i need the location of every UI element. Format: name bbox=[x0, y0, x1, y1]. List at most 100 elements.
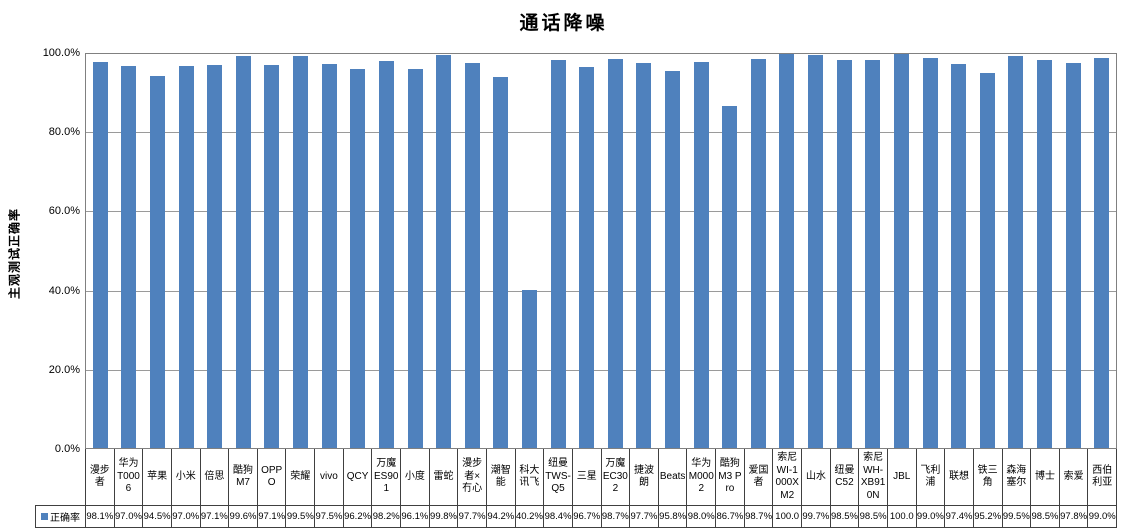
category-label: 纽曼C52 bbox=[831, 449, 860, 505]
plot-area bbox=[85, 53, 1117, 449]
value-cell: 100.0 bbox=[888, 506, 917, 527]
gridline bbox=[86, 132, 1116, 134]
value-cell: 96.1% bbox=[401, 506, 430, 527]
legend-cell: 正确率 bbox=[35, 505, 86, 528]
value-cell: 100.0 bbox=[773, 506, 803, 527]
value-cell: 98.0% bbox=[687, 506, 717, 527]
category-label: 潮智能 bbox=[487, 449, 516, 505]
value-cell: 99.5% bbox=[1003, 506, 1032, 527]
category-label: 科大讯飞 bbox=[516, 449, 545, 505]
bar-博士 bbox=[1036, 59, 1052, 448]
bar-爱国者 bbox=[750, 59, 766, 448]
value-cell: 97.5% bbox=[315, 506, 344, 527]
bar-纽曼TWS-Q5 bbox=[550, 60, 566, 448]
value-cell: 97.4% bbox=[945, 506, 974, 527]
bar-飞利浦 bbox=[922, 57, 938, 448]
value-cell: 98.2% bbox=[372, 506, 402, 527]
bar-山水 bbox=[808, 55, 824, 448]
category-label: 索爱 bbox=[1060, 449, 1089, 505]
value-cell: 97.0% bbox=[172, 506, 201, 527]
value-cell: 94.5% bbox=[143, 506, 172, 527]
value-cell: 99.6% bbox=[229, 506, 258, 527]
category-label: 索尼WI-1000XM2 bbox=[773, 449, 803, 505]
category-label: 漫步者 bbox=[86, 449, 115, 505]
category-label: 漫步者×冇心 bbox=[458, 449, 487, 505]
bar-OPPO bbox=[264, 65, 280, 448]
value-cell: 97.7% bbox=[630, 506, 659, 527]
category-label: 索尼WH-XB910N bbox=[859, 449, 888, 505]
bar-联想 bbox=[951, 64, 967, 448]
bar-Beats bbox=[665, 70, 681, 448]
category-label: 联想 bbox=[945, 449, 974, 505]
category-label: 酷狗M3 Pro bbox=[716, 449, 745, 505]
bar-森海塞尔 bbox=[1008, 55, 1024, 448]
bar-vivo bbox=[321, 63, 337, 448]
category-label: 倍思 bbox=[201, 449, 230, 505]
category-label: 西伯利亚 bbox=[1088, 449, 1118, 505]
gridline bbox=[86, 290, 1116, 292]
bar-小米 bbox=[178, 65, 194, 448]
category-label: 捷波朗 bbox=[630, 449, 659, 505]
category-label: vivo bbox=[315, 449, 344, 505]
y-tick-label: 80.0% bbox=[48, 126, 80, 139]
category-label: JBL bbox=[888, 449, 917, 505]
bar-西伯利亚 bbox=[1094, 57, 1110, 448]
bar-倍思 bbox=[207, 65, 223, 448]
value-cell: 98.7% bbox=[602, 506, 631, 527]
category-label: Beats bbox=[659, 449, 688, 505]
y-tick-label: 40.0% bbox=[48, 284, 80, 297]
value-cell: 98.4% bbox=[544, 506, 573, 527]
bar-酷狗M3 Pro bbox=[722, 106, 738, 448]
value-cell: 97.7% bbox=[458, 506, 487, 527]
value-cell: 98.7% bbox=[745, 506, 774, 527]
bar-小度 bbox=[407, 69, 423, 448]
value-cell: 94.2% bbox=[487, 506, 516, 527]
value-cell: 86.7% bbox=[716, 506, 745, 527]
value-cell: 97.1% bbox=[258, 506, 287, 527]
value-cell: 96.2% bbox=[344, 506, 373, 527]
category-label: 铁三角 bbox=[974, 449, 1003, 505]
category-label: 三星 bbox=[573, 449, 602, 505]
y-tick-label: 20.0% bbox=[48, 363, 80, 376]
value-cell: 98.5% bbox=[859, 506, 888, 527]
value-cell: 98.5% bbox=[831, 506, 860, 527]
bar-捷波朗 bbox=[636, 63, 652, 448]
bar-索尼WH-XB910N bbox=[865, 59, 881, 448]
bar-QCY bbox=[350, 68, 366, 448]
category-label: OPPO bbox=[258, 449, 287, 505]
value-cell: 98.1% bbox=[86, 506, 115, 527]
y-tick-label: 60.0% bbox=[48, 205, 80, 218]
value-cell: 99.8% bbox=[430, 506, 459, 527]
value-cell: 40.2% bbox=[516, 506, 545, 527]
value-cell: 95.2% bbox=[974, 506, 1003, 527]
y-tick-label: 0.0% bbox=[54, 443, 80, 455]
bar-万魔ES901 bbox=[378, 61, 394, 448]
chart-title: 通话降噪 bbox=[519, 13, 608, 34]
bar-铁三角 bbox=[979, 72, 995, 448]
bar-索爱 bbox=[1065, 62, 1081, 448]
category-label: 小米 bbox=[172, 449, 201, 505]
y-axis-title: 主观测试正确率 bbox=[7, 208, 22, 300]
bar-酷狗M7 bbox=[235, 55, 251, 448]
bar-纽曼C52 bbox=[836, 59, 852, 448]
value-cell: 97.8% bbox=[1060, 506, 1089, 527]
bar-漫步者 bbox=[92, 61, 108, 448]
category-label: 荣耀 bbox=[286, 449, 316, 505]
bar-科大讯飞 bbox=[521, 289, 537, 448]
bar-雷蛇 bbox=[436, 54, 452, 448]
category-label: 万魔EC302 bbox=[602, 449, 631, 505]
value-cell: 99.0% bbox=[917, 506, 946, 527]
category-label: 纽曼TWS-Q5 bbox=[544, 449, 573, 505]
value-cell: 98.5% bbox=[1031, 506, 1060, 527]
category-label: 华为T0006 bbox=[115, 449, 144, 505]
category-label: 万魔ES901 bbox=[372, 449, 402, 505]
category-label-row: 漫步者 华为T0006 苹果 小米 倍思 酷狗M7 OPPO 荣耀 vivo QCY 万魔ES901… bbox=[85, 449, 1118, 505]
bar-华为M0002 bbox=[693, 61, 709, 448]
bar-JBL bbox=[893, 54, 909, 448]
value-table-row: 98.1% 97.0% 94.5% 97.0% 97.1% 99.6% 97.1% 99.5%… bbox=[85, 505, 1118, 528]
category-label: 苹果 bbox=[143, 449, 172, 505]
category-label: 雷蛇 bbox=[430, 449, 459, 505]
value-cell: 99.5% bbox=[286, 506, 316, 527]
value-cell: 97.0% bbox=[115, 506, 144, 527]
